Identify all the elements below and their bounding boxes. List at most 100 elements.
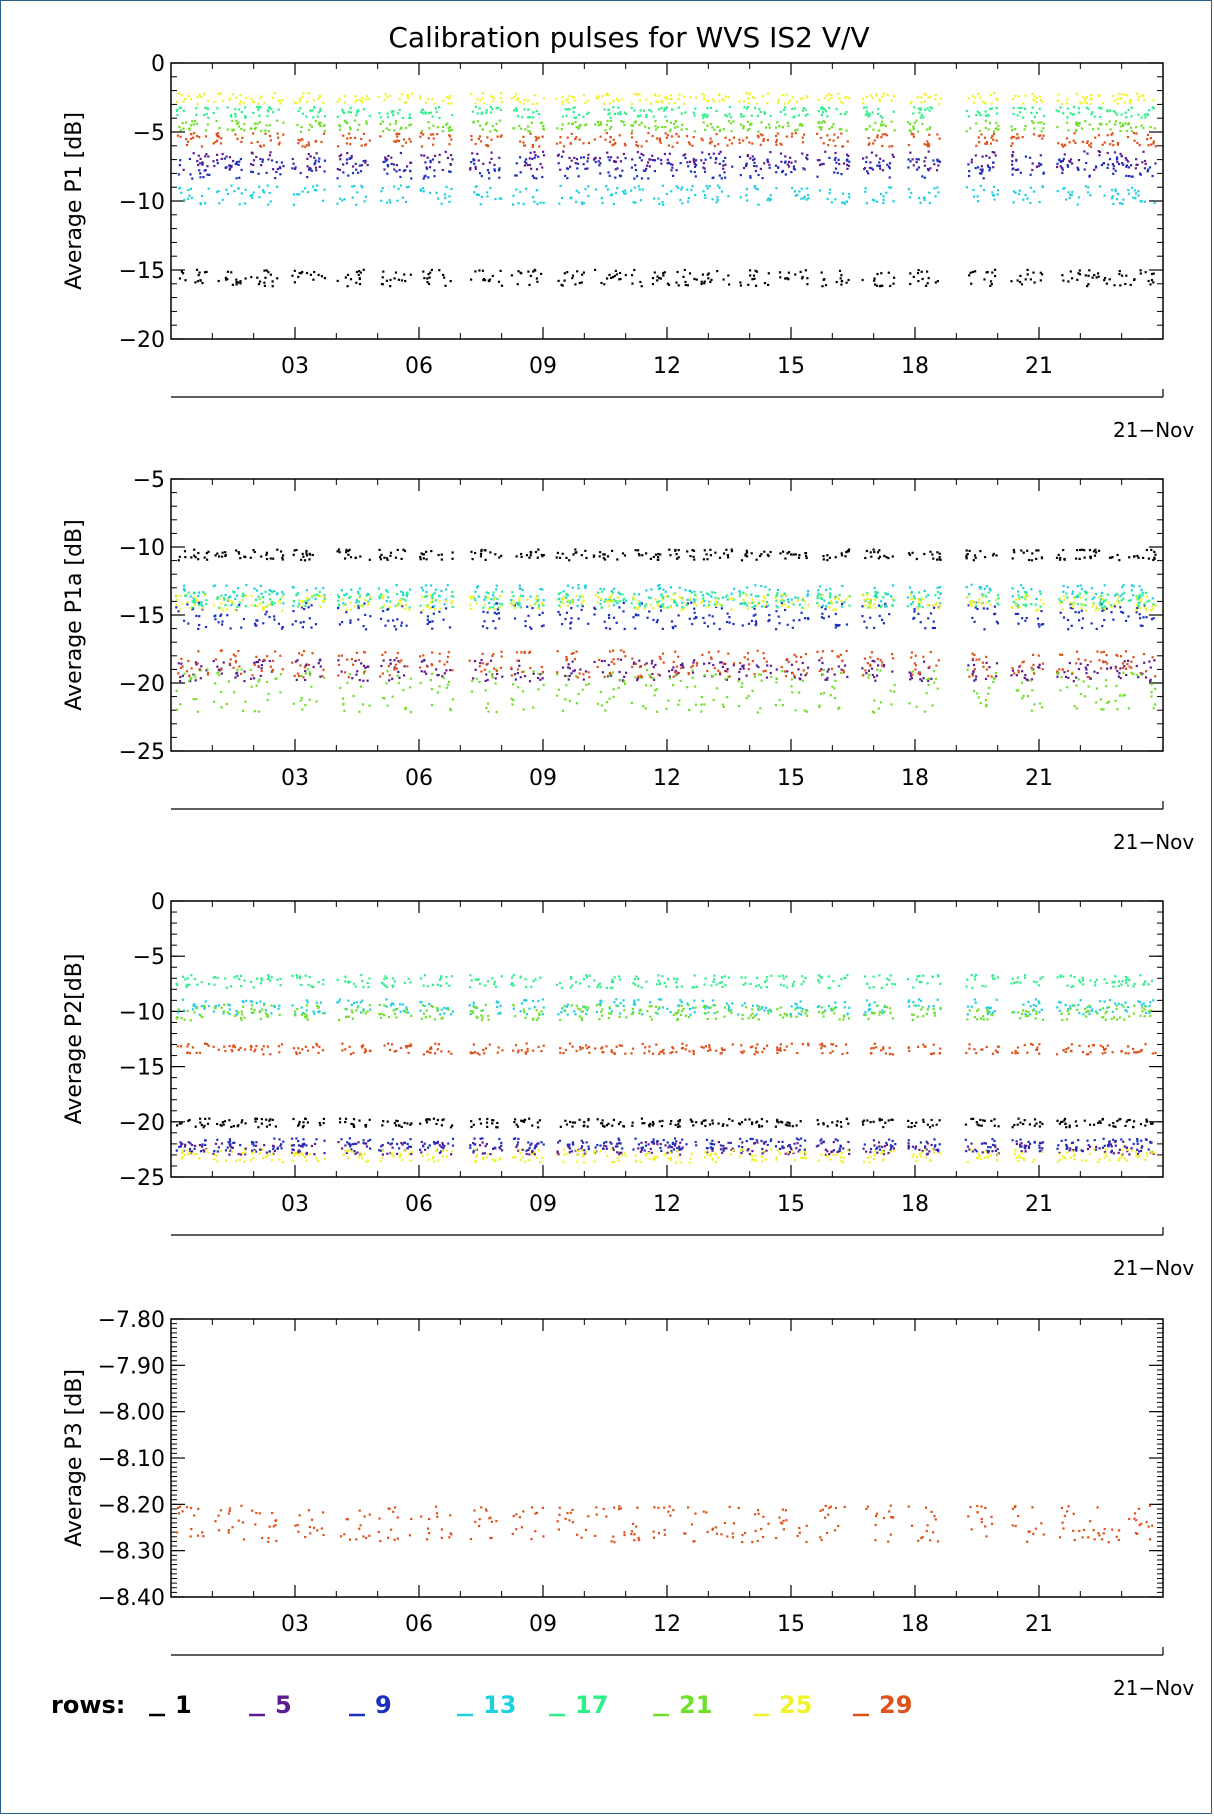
- data-point: [402, 598, 405, 601]
- data-point: [713, 128, 716, 131]
- data-point: [486, 169, 489, 172]
- data-point: [1039, 279, 1042, 282]
- data-point: [937, 159, 940, 162]
- data-point: [529, 274, 532, 277]
- data-point: [700, 703, 703, 706]
- data-point: [1125, 673, 1128, 677]
- data-point: [354, 556, 357, 560]
- data-point: [715, 687, 719, 690]
- data-point: [992, 552, 995, 555]
- data-point: [349, 106, 352, 110]
- data-point: [991, 554, 995, 557]
- data-point: [756, 188, 759, 191]
- data-point: [541, 611, 544, 614]
- data-point: [265, 553, 268, 556]
- data-point: [1098, 549, 1101, 552]
- data-point: [658, 583, 661, 587]
- data-point: [1093, 670, 1096, 673]
- data-point: [253, 587, 256, 590]
- data-point: [973, 690, 976, 693]
- data-point: [529, 595, 532, 598]
- data-point: [1075, 684, 1078, 687]
- data-point: [385, 557, 388, 560]
- data-point: [1035, 96, 1038, 99]
- data-point: [648, 108, 651, 111]
- data-point: [1120, 113, 1123, 116]
- data-point: [1136, 141, 1139, 144]
- data-point: [871, 710, 874, 713]
- data-point: [821, 111, 824, 114]
- data-point: [792, 165, 795, 168]
- data-point: [630, 189, 633, 192]
- data-point: [727, 676, 730, 679]
- data-point: [682, 95, 685, 98]
- data-point: [865, 156, 868, 159]
- data-point: [1057, 553, 1060, 556]
- data-point: [243, 129, 246, 132]
- data-point: [177, 92, 180, 95]
- data-point: [225, 584, 228, 587]
- data-point: [198, 603, 201, 607]
- data-point: [834, 198, 837, 201]
- data-point: [359, 271, 362, 274]
- data-point: [337, 604, 340, 607]
- data-point: [482, 610, 485, 613]
- data-point: [483, 102, 486, 105]
- data-point: [707, 593, 710, 596]
- data-point: [1148, 599, 1151, 602]
- data-point: [1035, 549, 1038, 552]
- data-point: [497, 606, 500, 609]
- data-point: [580, 281, 583, 284]
- data-point: [1095, 276, 1098, 279]
- data-point: [655, 137, 659, 140]
- data-point: [1115, 158, 1119, 161]
- data-point: [343, 119, 346, 122]
- data-point: [739, 668, 742, 671]
- data-point: [1138, 95, 1141, 98]
- data-point: [368, 558, 371, 561]
- data-point: [1153, 556, 1156, 559]
- data-point: [386, 163, 389, 167]
- data-point: [794, 709, 797, 712]
- data-point: [826, 676, 829, 680]
- data-point: [493, 603, 496, 606]
- data-point: [1133, 278, 1136, 281]
- data-point: [587, 157, 590, 160]
- data-point: [398, 109, 401, 112]
- data-point: [388, 679, 391, 682]
- data-point: [1152, 272, 1155, 275]
- data-point: [1153, 550, 1156, 553]
- data-point: [1030, 678, 1033, 681]
- data-point: [477, 595, 480, 598]
- data-point: [423, 670, 426, 673]
- data-point: [309, 155, 312, 158]
- data-point: [491, 107, 494, 110]
- data-point: [317, 111, 320, 114]
- data-point: [875, 93, 878, 96]
- data-point: [355, 601, 358, 604]
- data-point: [538, 145, 541, 148]
- data-point: [432, 143, 435, 146]
- data-point: [873, 199, 876, 202]
- data-point: [1098, 122, 1101, 126]
- data-point: [235, 278, 238, 281]
- data-point: [694, 703, 697, 706]
- data-point: [380, 553, 383, 556]
- data-point: [721, 98, 724, 101]
- data-point: [730, 548, 733, 551]
- data-point: [879, 167, 882, 170]
- data-point: [195, 614, 198, 617]
- data-point: [1074, 141, 1077, 144]
- data-point: [386, 704, 389, 707]
- data-point: [935, 169, 939, 172]
- data-point: [239, 94, 242, 97]
- data-point: [485, 591, 488, 594]
- data-point: [1031, 552, 1034, 555]
- data-point: [656, 601, 659, 604]
- data-point: [611, 193, 614, 196]
- data-point: [386, 670, 389, 673]
- data-point: [1040, 163, 1043, 166]
- data-point: [256, 140, 259, 144]
- data-point: [488, 177, 491, 180]
- data-point: [983, 101, 986, 104]
